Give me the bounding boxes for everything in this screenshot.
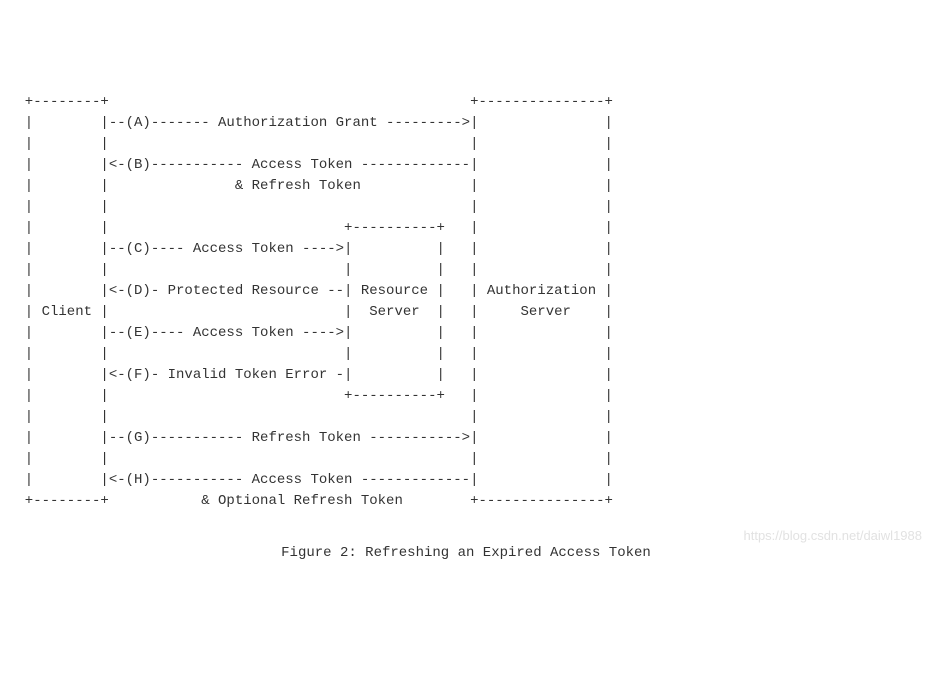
watermark-text: https://blog.csdn.net/daiwl1988 [743, 526, 922, 546]
ascii-diagram: +--------+ +---------------+ | |--(A)---… [8, 92, 924, 512]
figure-caption: Figure 2: Refreshing an Expired Access T… [8, 543, 924, 564]
